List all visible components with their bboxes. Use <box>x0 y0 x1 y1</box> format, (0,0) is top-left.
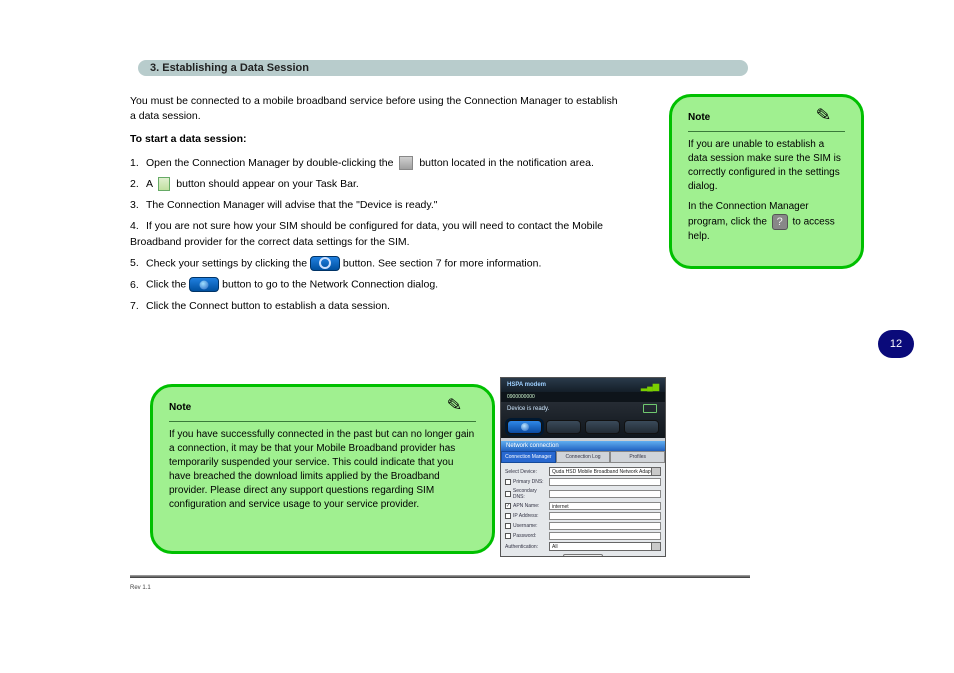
lab-secondary-dns: Secondary DNS: <box>505 488 549 500</box>
inp-apn[interactable]: internet <box>549 502 661 510</box>
shot-inner-tab-1[interactable]: Connection Log <box>556 451 611 463</box>
select-device-dropdown[interactable]: Quda HSD Mobile Broadband Network Adapte… <box>549 467 661 476</box>
chk-password[interactable] <box>505 533 511 539</box>
row-auth: Authentication: All <box>505 542 661 551</box>
section-title: 3. Establishing a Data Session <box>150 62 309 74</box>
footer-rule <box>130 575 750 578</box>
shot-inner-tab-0[interactable]: Connection Manager <box>501 451 556 463</box>
main-column: You must be connected to a mobile broadb… <box>130 94 620 314</box>
note-divider <box>688 131 845 132</box>
settings-button-icon <box>310 256 340 271</box>
step-2: 2.A button should appear on your Task Ba… <box>130 177 620 192</box>
page-number: 12 <box>890 338 902 350</box>
inp-password[interactable] <box>549 532 661 540</box>
row-apn: APN Name: internet <box>505 502 661 510</box>
shot-inner-tab-2[interactable]: Profiles <box>610 451 665 463</box>
shot-title-text: HSPA modem <box>507 382 546 388</box>
shot-inner-tabs: Connection Manager Connection Log Profil… <box>501 451 665 463</box>
connect-button[interactable]: Connect <box>563 554 603 557</box>
step-6: 6.Click the button to go to the Network … <box>130 277 620 293</box>
intro-text: You must be connected to a mobile broadb… <box>130 94 620 124</box>
footer-revision: Rev 1.1 <box>130 585 151 591</box>
shot-tab-contacts[interactable] <box>585 420 620 434</box>
page-number-chip: 12 <box>878 330 914 358</box>
step-7: 7.Click the Connect button to establish … <box>130 299 620 314</box>
section-header: 3. Establishing a Data Session <box>138 60 748 76</box>
note-right-p2: In the Connection Manager program, click… <box>688 200 845 244</box>
shot-ready-text: Device is ready. <box>507 406 659 412</box>
inp-primary-dns[interactable] <box>549 478 661 486</box>
chk-secondary-dns[interactable] <box>505 491 511 497</box>
step-1: 1.Open the Connection Manager by double-… <box>130 156 620 171</box>
shot-tab-network[interactable] <box>507 420 542 434</box>
lab-primary-dns: Primary DNS: <box>505 479 549 485</box>
note-divider <box>169 421 476 422</box>
shot-form: Select Device: Quda HSD Mobile Broadband… <box>501 463 665 557</box>
note-bottom-body: If you have successfully connected in th… <box>169 428 476 512</box>
shot-status-area: Device is ready. <box>501 402 665 438</box>
chk-primary-dns[interactable] <box>505 479 511 485</box>
shot-tab-settings[interactable] <box>624 420 659 434</box>
row-select-device: Select Device: Quda HSD Mobile Broadband… <box>505 467 661 476</box>
row-primary-dns: Primary DNS: <box>505 478 661 486</box>
shot-section-label: Network connection <box>501 441 665 451</box>
step-4: 4.If you are not sure how your SIM shoul… <box>130 219 620 249</box>
lab-username: Username: <box>505 523 549 529</box>
page: 3. Establishing a Data Session You must … <box>0 0 954 614</box>
row-ip: IP Address: <box>505 512 661 520</box>
select-auth[interactable]: All <box>549 542 661 551</box>
pen-icon: ✎ <box>815 102 832 128</box>
steps-heading: To start a data session: <box>130 132 620 147</box>
inp-username[interactable] <box>549 522 661 530</box>
network-button-icon <box>189 277 219 292</box>
row-username: Username: <box>505 522 661 530</box>
inp-secondary-dns[interactable] <box>549 490 661 498</box>
step-3: 3.The Connection Manager will advise tha… <box>130 198 620 213</box>
shot-titlebar: HSPA modem ▂▄▆ <box>501 378 665 392</box>
chk-ip[interactable] <box>505 513 511 519</box>
connection-manager-icon <box>158 177 170 191</box>
note-box-bottom: ✎ Note If you have successfully connecte… <box>150 384 495 554</box>
chk-apn[interactable] <box>505 503 511 509</box>
lab-password: Password: <box>505 533 549 539</box>
step-5: 5.Check your settings by clicking the bu… <box>130 256 620 272</box>
help-icon[interactable]: ? <box>772 214 788 230</box>
lab-apn: APN Name: <box>505 503 549 509</box>
screenshot-connection-manager: HSPA modem ▂▄▆ 0900000000 Device is read… <box>500 377 666 557</box>
signal-icon: ▂▄▆ <box>641 380 659 394</box>
shot-main-tabs <box>507 420 659 434</box>
device-icon <box>399 156 413 170</box>
pen-icon: ✎ <box>446 392 463 418</box>
content-area: You must be connected to a mobile broadb… <box>130 94 834 574</box>
row-password: Password: <box>505 532 661 540</box>
chk-username[interactable] <box>505 523 511 529</box>
inp-ip[interactable] <box>549 512 661 520</box>
note-box-right: ✎ Note If you are unable to establish a … <box>669 94 864 269</box>
shot-tab-sms[interactable] <box>546 420 581 434</box>
lab-select-device: Select Device: <box>505 469 549 475</box>
note-label: Note <box>688 112 710 123</box>
note-right-p2-pre: In the Connection Manager program, click… <box>688 201 809 228</box>
lab-auth: Authentication: <box>505 544 549 550</box>
note-right-p1: If you are unable to establish a data se… <box>688 138 845 194</box>
laptop-icon <box>643 404 657 413</box>
note-label: Note <box>169 402 191 413</box>
steps-list: 1.Open the Connection Manager by double-… <box>130 156 620 314</box>
row-secondary-dns: Secondary DNS: <box>505 488 661 500</box>
lab-ip: IP Address: <box>505 513 549 519</box>
